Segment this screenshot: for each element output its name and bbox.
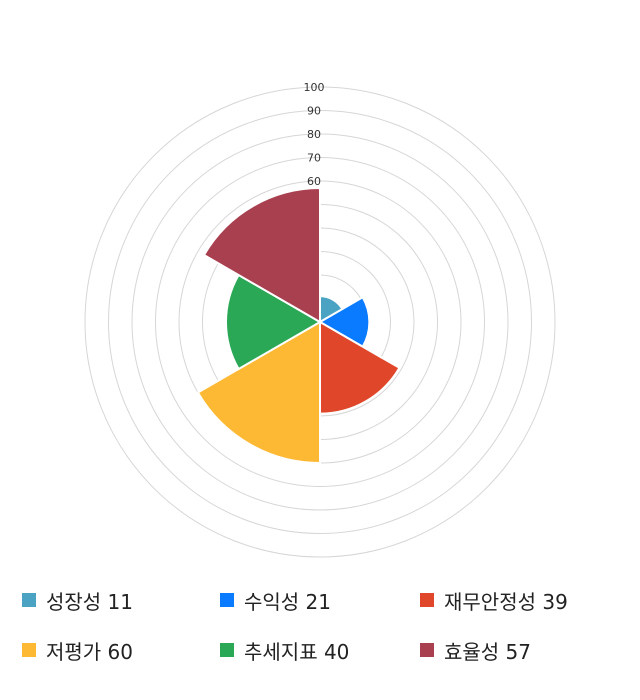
legend-item-undervaluation[interactable]: 저평가 60 (22, 636, 133, 664)
wedge-2[interactable] (319, 320, 401, 415)
legend-label-trend-indicator: 추세지표 40 (244, 639, 350, 664)
legend-label-growth: 성장성 11 (46, 589, 134, 614)
tick-label-100: 100 (304, 81, 325, 94)
grid-circle-70 (155, 157, 485, 487)
legend-item-financial-stability[interactable]: 재무안정성 39 (420, 586, 568, 614)
legend-swatch-profitability (220, 593, 234, 607)
legend-item-profitability[interactable]: 수익성 21 (220, 586, 331, 614)
wedge-4[interactable] (225, 273, 323, 371)
legend-label-undervaluation: 저평가 60 (46, 639, 134, 664)
legend-swatch-trend-indicator (220, 643, 234, 657)
chart-legend: 성장성 11 수익성 21 재무안정성 39 저평가 60 추세지표 40 효율… (0, 572, 640, 692)
legend-swatch-efficiency (420, 643, 434, 657)
wedge-3[interactable] (196, 320, 321, 465)
legend-item-efficiency[interactable]: 효율성 57 (420, 636, 531, 664)
legend-label-efficiency: 효율성 57 (444, 639, 532, 664)
legend-swatch-undervaluation (22, 643, 36, 657)
tick-label-80: 80 (307, 128, 321, 141)
legend-item-growth[interactable]: 성장성 11 (22, 586, 133, 614)
wedge-5[interactable] (202, 187, 321, 324)
tick-label-60: 60 (307, 175, 321, 188)
grid-circle-100 (84, 86, 556, 558)
tick-label-70: 70 (307, 152, 321, 165)
grid-circle-80 (131, 133, 509, 511)
legend-swatch-financial-stability (420, 593, 434, 607)
polar-chart-svg: 60 70 80 90 100 (84, 81, 556, 558)
polar-chart: 60 70 80 90 100 (84, 81, 556, 558)
legend-swatch-growth (22, 593, 36, 607)
tick-label-90: 90 (307, 105, 321, 118)
legend-label-financial-stability: 재무안정성 39 (444, 589, 568, 614)
grid-circle-90 (108, 110, 532, 534)
legend-item-trend-indicator[interactable]: 추세지표 40 (220, 636, 349, 664)
legend-label-profitability: 수익성 21 (244, 589, 332, 614)
